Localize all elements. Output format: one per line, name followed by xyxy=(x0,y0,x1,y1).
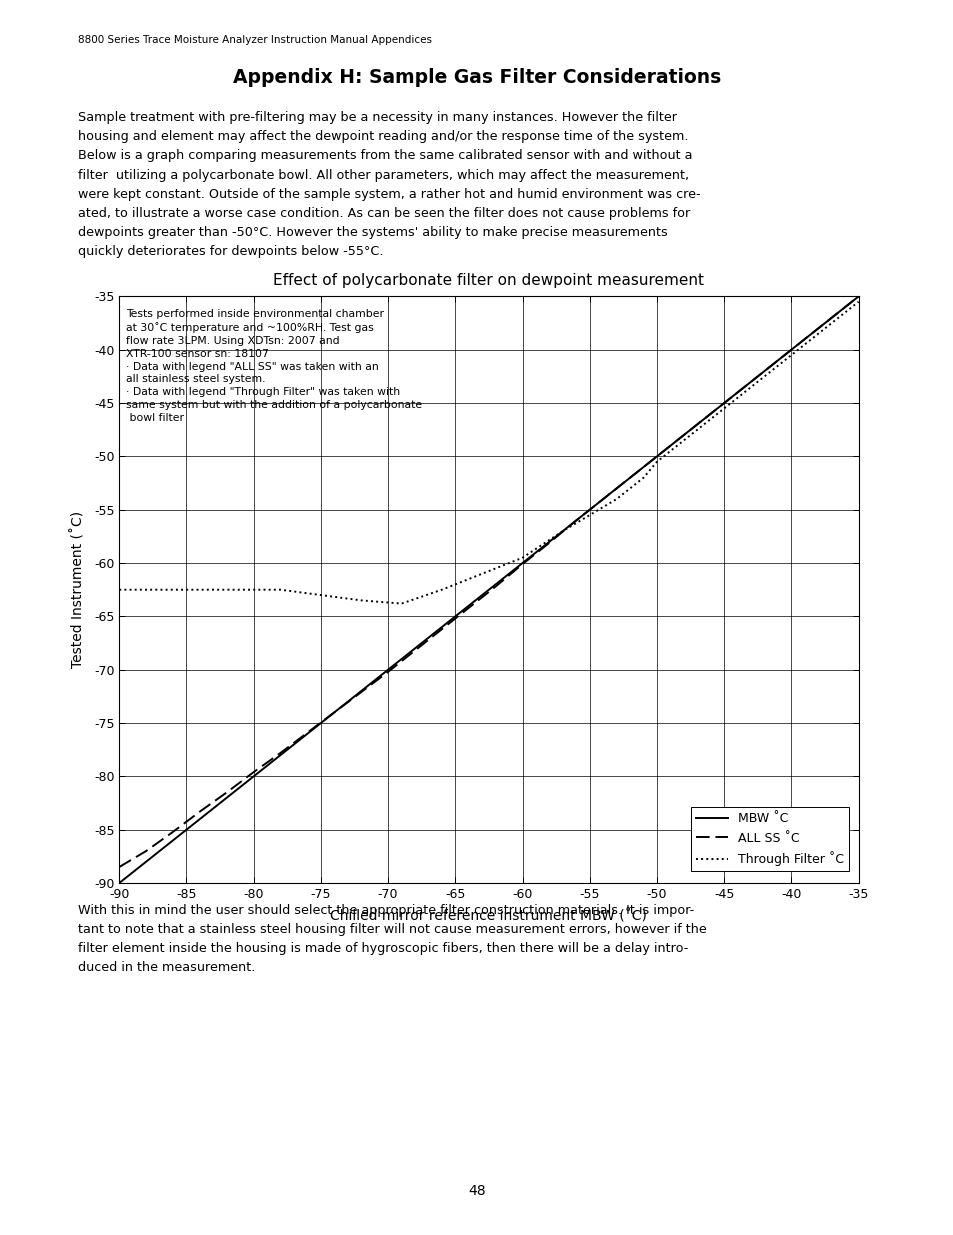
X-axis label: Chilled mirror reference instrument MBW (˚C): Chilled mirror reference instrument MBW … xyxy=(330,909,647,924)
Text: dewpoints greater than -50°C. However the systems' ability to make precise measu: dewpoints greater than -50°C. However th… xyxy=(78,226,667,240)
Legend: MBW ˚C, ALL SS ˚C, Through Filter ˚C: MBW ˚C, ALL SS ˚C, Through Filter ˚C xyxy=(691,808,848,871)
Text: filter  utilizing a polycarbonate bowl. All other parameters, which may affect t: filter utilizing a polycarbonate bowl. A… xyxy=(78,168,689,182)
Text: 48: 48 xyxy=(468,1184,485,1198)
Text: tant to note that a stainless steel housing filter will not cause measurement er: tant to note that a stainless steel hous… xyxy=(78,924,706,936)
Text: ated, to illustrate a worse case condition. As can be seen the filter does not c: ated, to illustrate a worse case conditi… xyxy=(78,206,690,220)
Text: Appendix H: Sample Gas Filter Considerations: Appendix H: Sample Gas Filter Considerat… xyxy=(233,68,720,86)
Text: were kept constant. Outside of the sample system, a rather hot and humid environ: were kept constant. Outside of the sampl… xyxy=(78,188,700,201)
Text: Tests performed inside environmental chamber
at 30˚C temperature and ~100%RH. Te: Tests performed inside environmental cha… xyxy=(126,309,421,422)
Text: 8800 Series Trace Moisture Analyzer Instruction Manual Appendices: 8800 Series Trace Moisture Analyzer Inst… xyxy=(78,35,432,44)
Text: filter element inside the housing is made of hygroscopic fibers, then there will: filter element inside the housing is mad… xyxy=(78,942,688,956)
Y-axis label: Tested Instrument (˚C): Tested Instrument (˚C) xyxy=(71,511,86,668)
Text: duced in the measurement.: duced in the measurement. xyxy=(78,961,255,974)
Text: Below is a graph comparing measurements from the same calibrated sensor with and: Below is a graph comparing measurements … xyxy=(78,149,692,163)
Text: quickly deteriorates for dewpoints below -55°C.: quickly deteriorates for dewpoints below… xyxy=(78,245,383,258)
Text: With this in mind the user should select the appropriate filter construction mat: With this in mind the user should select… xyxy=(78,904,694,918)
Text: housing and element may affect the dewpoint reading and/or the response time of : housing and element may affect the dewpo… xyxy=(78,131,688,143)
Title: Effect of polycarbonate filter on dewpoint measurement: Effect of polycarbonate filter on dewpoi… xyxy=(274,273,703,288)
Text: Sample treatment with pre-filtering may be a necessity in many instances. Howeve: Sample treatment with pre-filtering may … xyxy=(78,111,677,125)
